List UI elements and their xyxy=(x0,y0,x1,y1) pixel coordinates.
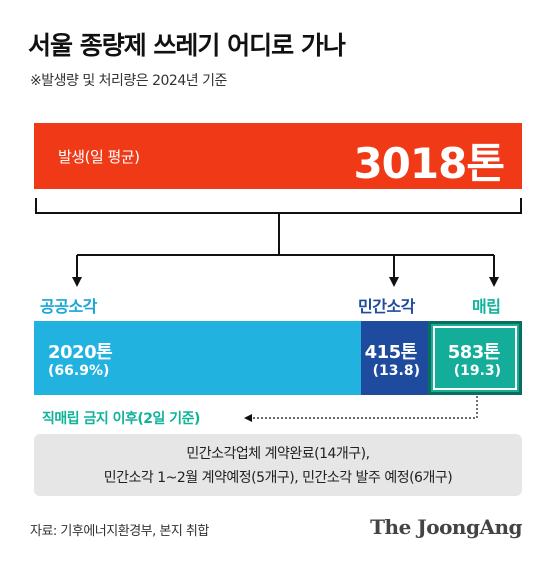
value-label-private: 415톤 xyxy=(364,342,418,363)
category-label-landfill: 매립 xyxy=(472,297,501,316)
value-label-landfill: 583톤 xyxy=(447,342,501,363)
note-line-2: 민간소각 1~2월 계약예정(5개구), 민간소각 발주 예정(6개구) xyxy=(103,470,453,486)
stacked-bar: 2020톤 (66.9%) 415톤 (13.8) 583톤 (19.3) xyxy=(34,321,522,395)
dashed-arrow xyxy=(244,396,478,422)
publisher-logo: The JoongAng xyxy=(370,515,522,539)
after-ban-label: 직매립 금지 이후(2일 기준) xyxy=(42,411,200,427)
bar-segment-landfill: 583톤 (19.3) xyxy=(427,321,522,395)
chart-subtitle: ※발생량 및 처리량은 2024년 기준 xyxy=(30,73,227,89)
value-label-public: 2020톤 xyxy=(48,342,113,363)
note-line-1: 민간소각업체 계약완료(14개구), xyxy=(186,446,370,462)
total-generation-bar xyxy=(34,123,522,189)
bar-segment-public: 2020톤 (66.9%) xyxy=(34,321,361,395)
chart-title: 서울 종량제 쓰레기 어디로 가나 xyxy=(28,31,346,60)
source-note: 자료: 기후에너지환경부, 본지 취합 xyxy=(30,524,209,539)
bracket xyxy=(35,198,522,214)
share-label-landfill: (19.3) xyxy=(453,363,502,379)
category-label-public: 공공소각 xyxy=(40,297,97,316)
total-generation-label: 발생(일 평균) xyxy=(58,148,140,166)
landfill-highlight-box xyxy=(432,326,517,390)
share-label-public: (66.9%) xyxy=(48,363,110,379)
note-box: 민간소각업체 계약완료(14개구), 민간소각 1~2월 계약예정(5개구), … xyxy=(34,434,522,496)
bar-segment-private: 415톤 (13.8) xyxy=(360,321,428,395)
share-label-private: (13.8) xyxy=(372,363,420,379)
total-generation-value: 3018톤 xyxy=(353,139,505,188)
category-label-private: 민간소각 xyxy=(358,297,415,316)
